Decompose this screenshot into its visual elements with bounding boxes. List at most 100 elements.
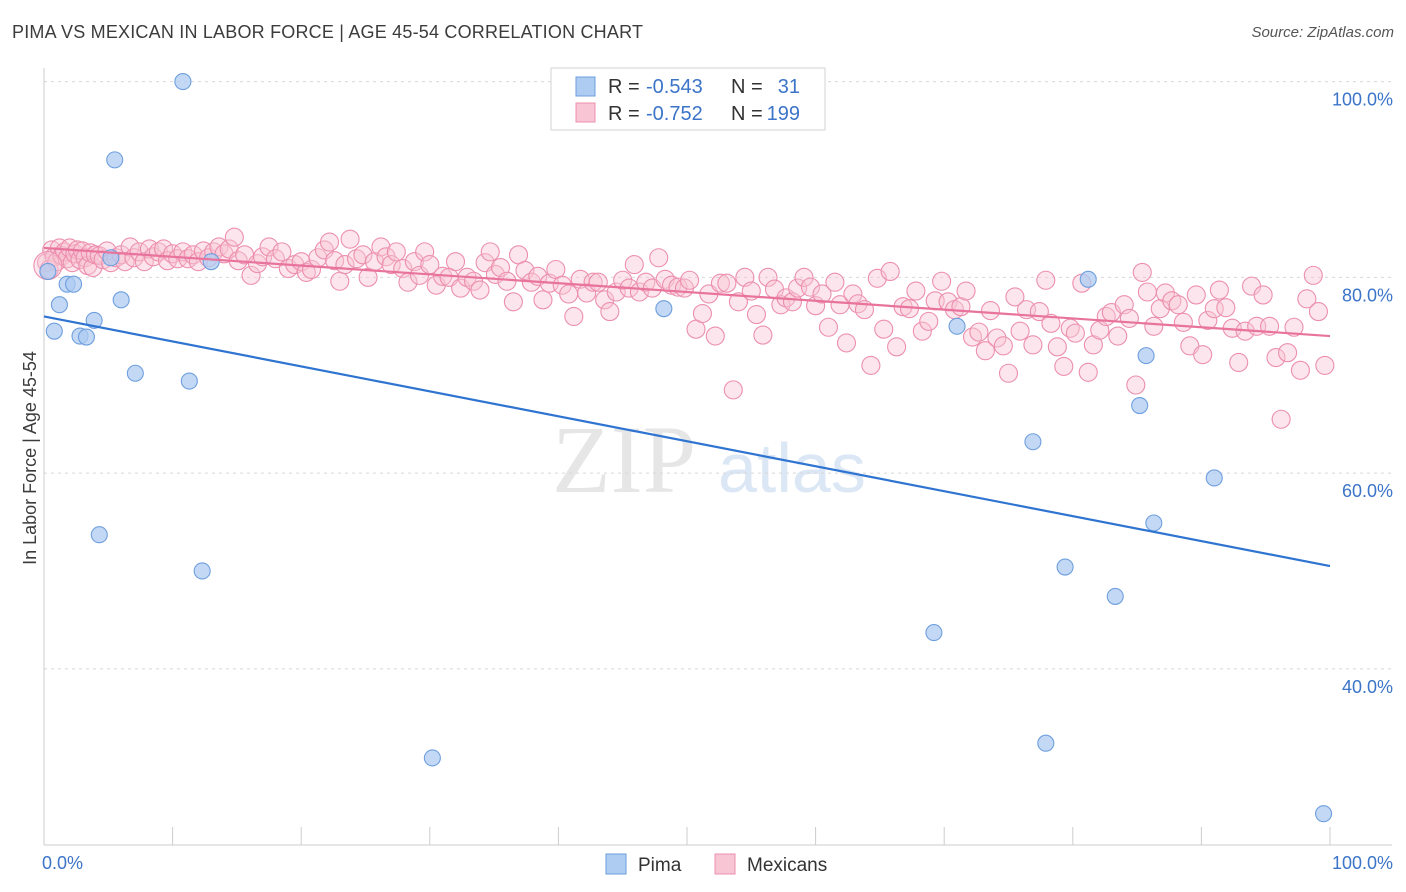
mexicans-point (340, 229, 360, 249)
y-tick-label: 80.0% (1342, 285, 1393, 305)
mexicans-point (1144, 316, 1164, 336)
mexicans-point (381, 255, 401, 275)
mexicans-point (1209, 280, 1229, 300)
legend-swatch-mexicans (575, 102, 596, 123)
pima-point (77, 328, 95, 346)
pima-point (90, 526, 108, 544)
legend-r-value-mexicans: -0.752 (646, 103, 703, 125)
mexicans-point (728, 292, 748, 312)
pima-point (1079, 270, 1097, 288)
mexicans-point (224, 227, 244, 247)
pima-point (126, 364, 144, 382)
pima-point (1024, 433, 1042, 451)
mexicans-point (956, 281, 976, 301)
mexicans-point (319, 232, 340, 252)
mexicans-point (1150, 299, 1170, 319)
mexicans-point (969, 322, 989, 342)
mexicans-point (1047, 337, 1067, 357)
pima-point (1205, 469, 1223, 487)
pima-point (106, 151, 124, 169)
mexicans-point (746, 304, 766, 325)
y-tick-label: 40.0% (1342, 677, 1393, 697)
mexicans-point (1137, 282, 1157, 302)
mexicans-point (559, 284, 579, 304)
mexicans-point (330, 271, 350, 291)
mexicans-point (600, 302, 620, 322)
mexicans-point (1315, 355, 1335, 375)
y-tick-label: 100.0% (1332, 90, 1393, 110)
mexicans-point (533, 290, 553, 310)
gridlines (44, 81, 1392, 670)
mexicans-point (154, 239, 174, 259)
pima-point (423, 749, 441, 767)
bottom-legend-label-pima: Pima (638, 855, 682, 876)
mexicans-point (1023, 335, 1043, 355)
mexicans-point (680, 270, 700, 290)
mexicans-point (880, 261, 900, 282)
pima-point (925, 624, 943, 642)
mexicans-point (906, 281, 926, 301)
mexicans-point (1278, 343, 1298, 363)
mexicans-point (717, 273, 737, 293)
legend-n-label-mexicans: N = (731, 103, 763, 125)
trend-lines (43, 246, 1331, 568)
mexicans-point (1173, 312, 1193, 332)
series-legend: Pima Mexicans (605, 853, 827, 876)
mexicans-point (1308, 302, 1328, 322)
mexicans-point (1155, 283, 1175, 303)
mexicans-trend-line (43, 246, 1331, 338)
mexicans-point (980, 301, 1001, 321)
legend-swatch-pima (575, 76, 596, 97)
mexicans-point (758, 267, 778, 287)
mexicans-point (353, 245, 373, 265)
mexicans-point (1186, 285, 1206, 305)
mexicans-point (975, 341, 995, 361)
mexicans-point (1284, 317, 1304, 337)
mexicans-point (753, 325, 773, 345)
mexicans-point (887, 337, 907, 357)
mexicans-point (1253, 285, 1273, 305)
mexicans-point (1297, 289, 1317, 309)
mexicans-point (874, 319, 894, 339)
pima-point (1315, 805, 1333, 823)
source-credit: Source: ZipAtlas.com (1251, 24, 1394, 41)
mexicans-point (120, 237, 140, 257)
correlation-legend: R = -0.543 N = 31 R = -0.752 N = 199 (550, 67, 826, 131)
mexicans-point (1266, 348, 1286, 368)
mexicans-point (503, 292, 523, 312)
mexicans-point (1193, 345, 1213, 365)
mexicans-point (932, 271, 952, 291)
mexicans-point (1126, 375, 1146, 395)
pima-point (1037, 734, 1055, 752)
mexicans-point (1216, 298, 1236, 318)
bottom-legend-swatch-pima (605, 853, 627, 875)
legend-n-value-pima: 31 (778, 76, 800, 98)
pima-point (112, 291, 130, 309)
y-axis-title: In Labor Force | Age 45-54 (20, 351, 40, 565)
watermark-atlas: atlas (718, 429, 866, 507)
pima-point (65, 275, 83, 293)
mexicans-point (1078, 362, 1098, 382)
pima-point (45, 322, 63, 340)
mexicans-point (371, 237, 391, 257)
legend-r-label-mexicans: R = (608, 103, 640, 125)
mexicans-point (241, 265, 261, 285)
mexicans-point (386, 242, 406, 262)
mexicans-point (624, 255, 644, 275)
mexicans-point (705, 326, 725, 346)
pima-trend-line (43, 315, 1331, 568)
mexicans-point (1198, 310, 1218, 330)
mexicans-point (1229, 352, 1249, 373)
mexicans-point (1119, 308, 1139, 328)
legend-r-value-pima: -0.543 (646, 76, 703, 98)
mexicans-point (987, 328, 1007, 348)
mexicans-point (723, 380, 743, 400)
mexicans-point (588, 272, 608, 292)
mexicans-point (836, 333, 857, 353)
mexicans-point (296, 262, 316, 282)
mexicans-point (1065, 323, 1085, 343)
mexicans-point (1108, 326, 1128, 346)
mexicans-point (794, 267, 814, 287)
mexicans-point (83, 257, 103, 278)
